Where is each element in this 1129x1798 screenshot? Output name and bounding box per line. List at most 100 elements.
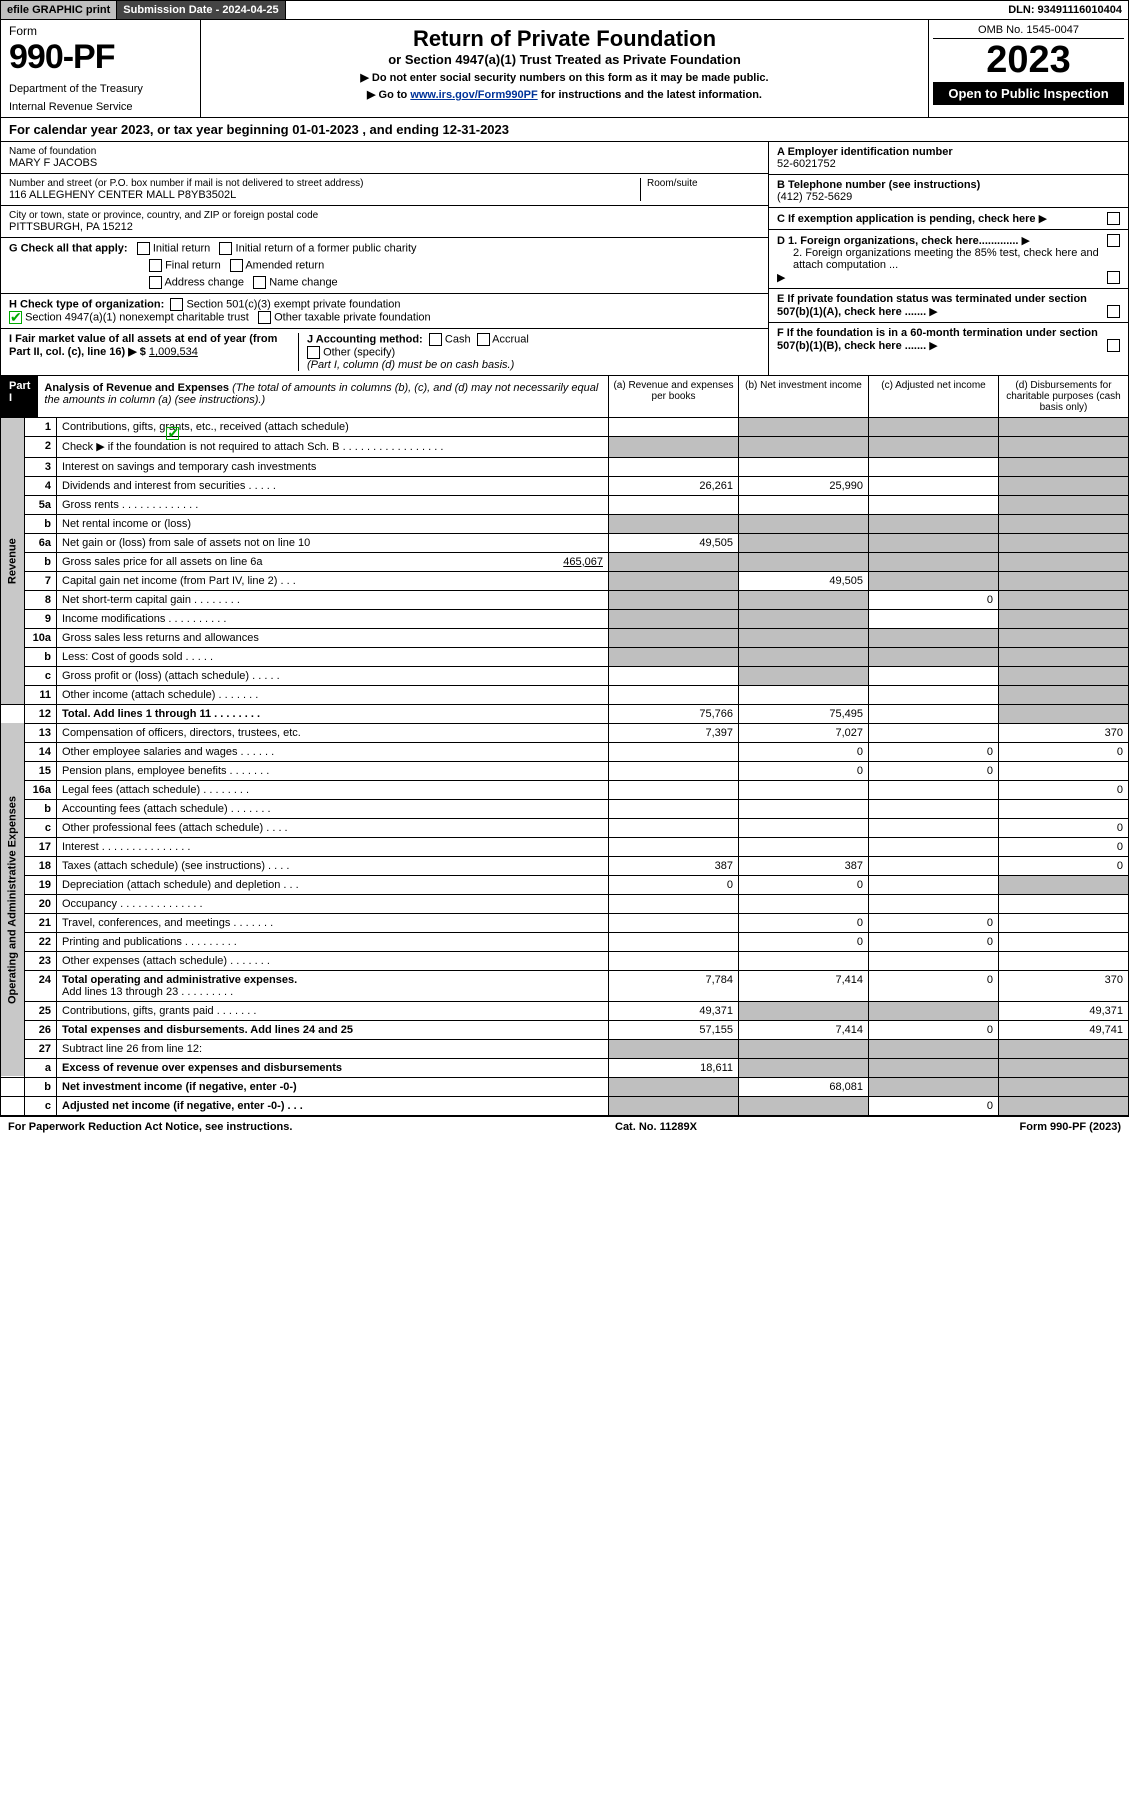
footer: For Paperwork Reduction Act Notice, see … — [0, 1116, 1129, 1137]
line5a: Gross rents . . . . . . . . . . . . . — [57, 495, 609, 514]
line27: Subtract line 26 from line 12: — [57, 1039, 609, 1058]
line6a: Net gain or (loss) from sale of assets n… — [57, 533, 609, 552]
chk-final[interactable] — [149, 259, 162, 272]
f-label: F If the foundation is in a 60-month ter… — [777, 327, 1098, 352]
line16a: Legal fees (attach schedule) . . . . . .… — [57, 780, 609, 799]
chk-schb[interactable] — [166, 427, 179, 440]
col-c: (c) Adjusted net income — [868, 376, 998, 417]
fmv: 1,009,534 — [149, 346, 198, 358]
submission-date: Submission Date - 2024-04-25 — [117, 1, 285, 19]
ein: 52-6021752 — [777, 158, 836, 170]
chk-amended[interactable] — [230, 259, 243, 272]
room-label: Room/suite — [640, 178, 760, 201]
chk-f[interactable] — [1107, 339, 1120, 352]
phone-label: B Telephone number (see instructions) — [777, 179, 980, 191]
entity-block: Name of foundationMARY F JACOBS Number a… — [0, 142, 1129, 376]
city-label: City or town, state or province, country… — [9, 210, 760, 221]
addr-label: Number and street (or P.O. box number if… — [9, 178, 640, 189]
name-label: Name of foundation — [9, 146, 760, 157]
col-d: (d) Disbursements for charitable purpose… — [998, 376, 1128, 417]
chk-d1[interactable] — [1107, 234, 1120, 247]
line1: Contributions, gifts, grants, etc., rece… — [57, 418, 609, 437]
part1-title: Analysis of Revenue and Expenses — [44, 382, 229, 394]
c-label: C If exemption application is pending, c… — [777, 213, 1036, 225]
line21: Travel, conferences, and meetings . . . … — [57, 913, 609, 932]
line10b: Less: Cost of goods sold . . . . . — [57, 647, 609, 666]
dept: Department of the Treasury — [9, 83, 192, 95]
note2: ▶ Go to www.irs.gov/Form990PF for instru… — [207, 88, 922, 101]
line11: Other income (attach schedule) . . . . .… — [57, 685, 609, 704]
chk-e[interactable] — [1107, 305, 1120, 318]
chk-other-tax[interactable] — [258, 311, 271, 324]
line13: Compensation of officers, directors, tru… — [57, 723, 609, 742]
side-expenses: Operating and Administrative Expenses — [1, 723, 25, 1077]
irs-link[interactable]: www.irs.gov/Form990PF — [410, 89, 537, 101]
line14: Other employee salaries and wages . . . … — [57, 742, 609, 761]
i-label: I Fair market value of all assets at end… — [9, 333, 277, 358]
line27c: Adjusted net income (if negative, enter … — [57, 1096, 609, 1115]
line22: Printing and publications . . . . . . . … — [57, 932, 609, 951]
line12: Total. Add lines 1 through 11 . . . . . … — [57, 704, 609, 723]
d1-label: D 1. Foreign organizations, check here..… — [777, 235, 1018, 247]
chk-other-acct[interactable] — [307, 346, 320, 359]
line2: Check ▶ if the foundation is not require… — [57, 437, 609, 458]
chk-c[interactable] — [1107, 212, 1120, 225]
col-b: (b) Net investment income — [738, 376, 868, 417]
chk-initial-former[interactable] — [219, 242, 232, 255]
footer-center: Cat. No. 11289X — [615, 1121, 697, 1133]
line16b: Accounting fees (attach schedule) . . . … — [57, 799, 609, 818]
line27a: Excess of revenue over expenses and disb… — [57, 1058, 609, 1077]
line7: Capital gain net income (from Part IV, l… — [57, 571, 609, 590]
efile-btn[interactable]: efile GRAPHIC print — [1, 1, 117, 19]
g-label: G Check all that apply: — [9, 242, 128, 254]
line19: Depreciation (attach schedule) and deple… — [57, 875, 609, 894]
city: PITTSBURGH, PA 15212 — [9, 221, 760, 233]
line24: Total operating and administrative expen… — [57, 970, 609, 1001]
d2-label: 2. Foreign organizations meeting the 85%… — [777, 247, 1120, 271]
form-header: Form 990-PF Department of the Treasury I… — [0, 20, 1129, 118]
phone: (412) 752-5629 — [777, 191, 852, 203]
chk-accrual[interactable] — [477, 333, 490, 346]
line17: Interest . . . . . . . . . . . . . . . — [57, 837, 609, 856]
chk-addr-change[interactable] — [149, 276, 162, 289]
line25: Contributions, gifts, grants paid . . . … — [57, 1001, 609, 1020]
line3: Interest on savings and temporary cash i… — [57, 457, 609, 476]
line10c: Gross profit or (loss) (attach schedule)… — [57, 666, 609, 685]
chk-d2[interactable] — [1107, 271, 1120, 284]
chk-initial[interactable] — [137, 242, 150, 255]
line4: Dividends and interest from securities .… — [57, 476, 609, 495]
line16c: Other professional fees (attach schedule… — [57, 818, 609, 837]
j-note: (Part I, column (d) must be on cash basi… — [307, 359, 514, 371]
line18: Taxes (attach schedule) (see instruction… — [57, 856, 609, 875]
omb: OMB No. 1545-0047 — [933, 24, 1124, 39]
line20: Occupancy . . . . . . . . . . . . . . — [57, 894, 609, 913]
form-label: Form — [9, 24, 192, 38]
chk-501c3[interactable] — [170, 298, 183, 311]
j-label: J Accounting method: — [307, 333, 423, 345]
line8: Net short-term capital gain . . . . . . … — [57, 590, 609, 609]
side-revenue: Revenue — [1, 418, 25, 704]
chk-4947[interactable] — [9, 311, 22, 324]
part1-header-row: Part I Analysis of Revenue and Expenses … — [0, 376, 1129, 418]
line15: Pension plans, employee benefits . . . .… — [57, 761, 609, 780]
form-number: 990-PF — [9, 38, 192, 77]
ein-label: A Employer identification number — [777, 146, 953, 158]
tax-year: 2023 — [933, 39, 1124, 82]
line9: Income modifications . . . . . . . . . . — [57, 609, 609, 628]
address: 116 ALLEGHENY CENTER MALL P8YB3502L — [9, 189, 640, 201]
chk-cash[interactable] — [429, 333, 442, 346]
line27b: Net investment income (if negative, ente… — [57, 1077, 609, 1096]
line26: Total expenses and disbursements. Add li… — [57, 1020, 609, 1039]
line23: Other expenses (attach schedule) . . . .… — [57, 951, 609, 970]
line10a: Gross sales less returns and allowances — [57, 628, 609, 647]
e-label: E If private foundation status was termi… — [777, 293, 1087, 318]
col-a: (a) Revenue and expenses per books — [608, 376, 738, 417]
line5b: Net rental income or (loss) — [57, 514, 609, 533]
form-subtitle: or Section 4947(a)(1) Trust Treated as P… — [207, 52, 922, 67]
dln: DLN: 93491116010404 — [1002, 1, 1128, 19]
line6b: Gross sales price for all assets on line… — [57, 552, 609, 571]
footer-left: For Paperwork Reduction Act Notice, see … — [8, 1121, 292, 1133]
chk-name-change[interactable] — [253, 276, 266, 289]
footer-right: Form 990-PF (2023) — [1020, 1121, 1121, 1133]
h-label: H Check type of organization: — [9, 298, 164, 310]
